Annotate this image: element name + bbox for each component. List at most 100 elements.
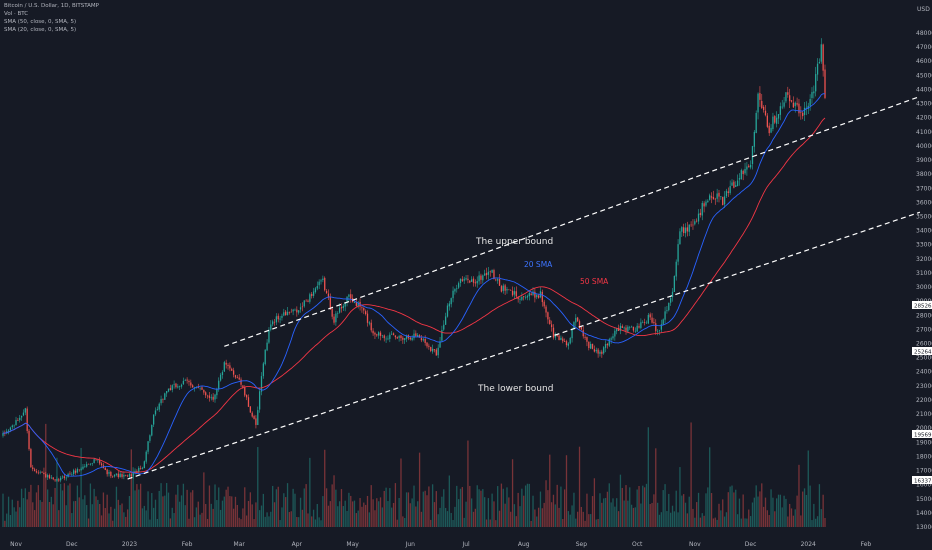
volume-bar <box>210 503 212 527</box>
volume-bar <box>2 493 4 527</box>
volume-bar <box>565 455 568 527</box>
volume-bar <box>106 494 108 527</box>
volume-bar <box>584 520 586 527</box>
volume-bar <box>296 517 298 527</box>
volume-bar <box>511 459 514 527</box>
volume-bar <box>7 496 10 527</box>
candle <box>46 473 49 480</box>
volume-bar <box>749 516 752 527</box>
volume-bar <box>803 488 806 527</box>
volume-bar <box>19 507 21 527</box>
volume-bar <box>275 489 278 527</box>
volume-bar <box>186 489 188 527</box>
candle <box>192 384 194 388</box>
candle <box>400 334 402 342</box>
volume-bar <box>417 501 419 527</box>
volume-bar <box>452 519 454 527</box>
candle <box>78 469 80 472</box>
candle <box>603 346 605 355</box>
volume-bar <box>227 486 229 527</box>
candle <box>415 330 417 338</box>
time-tick-label: 2024 <box>801 541 816 548</box>
volume-bar <box>22 498 25 527</box>
volume-bar <box>391 507 393 527</box>
candle <box>299 303 302 313</box>
volume-bar <box>283 493 285 527</box>
volume-bar <box>480 490 482 527</box>
volume-bar <box>54 487 56 527</box>
candle <box>108 469 110 477</box>
candle <box>775 111 778 128</box>
volume-bar <box>35 492 38 527</box>
candle <box>777 114 780 124</box>
candle <box>320 278 322 285</box>
candle <box>692 219 694 230</box>
volume-bar <box>160 483 162 527</box>
candle <box>257 406 259 426</box>
upper-bound-line[interactable] <box>224 95 921 347</box>
volume-bar <box>214 484 216 527</box>
volume-bar <box>541 508 543 527</box>
symbol-title[interactable]: Bitcoin / U.S. Dollar, 1D, BITSTAMP <box>4 3 99 9</box>
candle <box>286 307 289 316</box>
volume-bar <box>476 485 478 527</box>
candle <box>74 468 77 475</box>
candle <box>296 306 298 317</box>
candle <box>307 299 309 303</box>
volume-bar <box>56 457 58 527</box>
volume-bar <box>221 500 224 527</box>
volume-bar <box>121 503 123 527</box>
price-tick-label: 48000 <box>916 30 932 37</box>
candle <box>677 239 679 266</box>
volume-bar <box>444 507 447 527</box>
price-tick-label: 23000 <box>916 383 932 390</box>
sma-20-indicator-label[interactable]: SMA (20, close, 0, SMA, 5) <box>4 27 77 33</box>
volume-bar <box>273 502 276 527</box>
volume-bar <box>355 513 357 527</box>
volume-bar <box>802 491 804 527</box>
volume-bar <box>813 503 815 527</box>
volume-bar <box>495 520 497 527</box>
candle <box>586 336 588 347</box>
candle <box>714 197 716 205</box>
volume-bar <box>166 483 168 527</box>
volume-bar <box>392 502 395 527</box>
candle <box>482 274 484 284</box>
candle <box>740 168 742 180</box>
candle <box>311 292 313 299</box>
candle <box>270 320 272 332</box>
volume-bar <box>255 502 257 527</box>
volume-bar <box>699 517 702 527</box>
candle <box>575 314 577 327</box>
volume-indicator-label[interactable]: Vol · BTC <box>4 11 29 17</box>
sma-50-indicator-label[interactable]: SMA (50, close, 0, SMA, 5) <box>4 19 77 25</box>
candle <box>283 308 285 317</box>
volume-bar <box>218 487 220 527</box>
candle <box>175 382 177 389</box>
volume-bar <box>402 516 404 527</box>
lower-bound-line[interactable] <box>127 211 921 480</box>
candle <box>19 414 21 423</box>
volume-bar <box>9 515 12 527</box>
volume-bar <box>632 507 635 527</box>
candle <box>236 375 238 379</box>
volume-bar <box>658 514 661 527</box>
volume-bar <box>407 492 410 527</box>
volume-bar <box>350 495 352 527</box>
candle <box>35 468 38 474</box>
candle <box>344 302 346 312</box>
volume-bar <box>668 493 670 527</box>
volume-bar <box>76 485 79 527</box>
volume-bar <box>573 492 575 527</box>
candle <box>43 472 45 475</box>
candle <box>99 457 101 466</box>
candle <box>463 276 465 284</box>
volume-bar <box>431 484 434 527</box>
volume-bar <box>197 501 199 527</box>
volume-bar <box>669 512 672 527</box>
volume-bar <box>286 483 289 527</box>
candle <box>683 223 685 237</box>
candle <box>755 110 757 134</box>
time-axis[interactable]: Nov Dec 2023 Feb Mar Apr May Jun Jul Aug Sep Oct Nov… <box>10 541 871 548</box>
